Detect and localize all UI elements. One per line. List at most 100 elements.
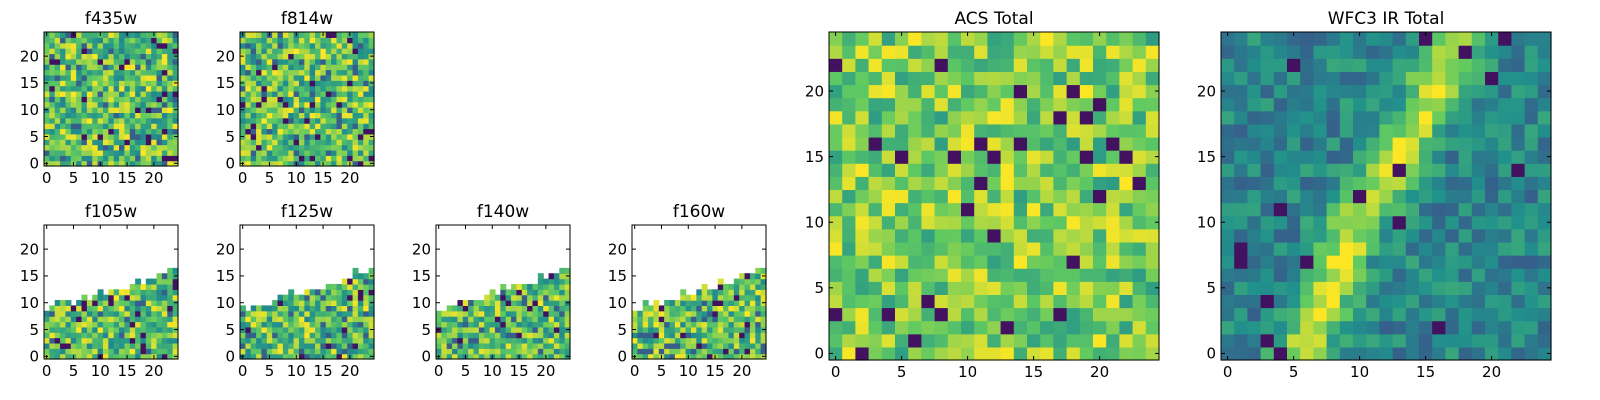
- heatmap-cell: [974, 45, 988, 59]
- heatmap-cell: [505, 310, 512, 317]
- heatmap-cell: [696, 310, 703, 317]
- heatmap-cell: [298, 123, 305, 130]
- heatmap-cell: [282, 133, 289, 140]
- heatmap-cell: [245, 332, 252, 339]
- heatmap-cell: [908, 255, 922, 269]
- heatmap-cell: [277, 321, 284, 328]
- heatmap-cell: [140, 32, 147, 38]
- heatmap-cell: [908, 45, 922, 59]
- heatmap-cell: [521, 300, 528, 306]
- heatmap-cell: [1326, 215, 1341, 230]
- heatmap-cell: [119, 332, 125, 339]
- heatmap-cell: [298, 342, 305, 349]
- x-tick-label: 10: [287, 169, 306, 187]
- heatmap-cell: [172, 139, 179, 146]
- heatmap-cell: [532, 294, 539, 301]
- heatmap-cell: [1106, 215, 1120, 230]
- heatmap-cell: [1339, 123, 1354, 138]
- heatmap-cell: [119, 160, 125, 167]
- heatmap-cell: [272, 348, 279, 355]
- heatmap-cell: [1432, 255, 1446, 269]
- heatmap-cell: [1445, 189, 1460, 204]
- heatmap-cell: [341, 96, 348, 103]
- x-tick-label: 20: [732, 362, 751, 380]
- heatmap-cell: [151, 149, 158, 156]
- heatmap-cell: [653, 337, 660, 344]
- heatmap-cell: [76, 310, 83, 317]
- heatmap-cell: [65, 48, 72, 55]
- heatmap-cell: [1260, 241, 1275, 256]
- heatmap-cell: [108, 48, 115, 55]
- y-tick-label: 15: [216, 74, 235, 92]
- heatmap-cell: [65, 117, 72, 124]
- heatmap-cell: [167, 289, 174, 296]
- x-tick-label: 10: [1350, 363, 1369, 381]
- heatmap-cell: [987, 268, 1002, 282]
- heatmap-cell: [81, 149, 88, 156]
- panel-title: WFC3 IR Total: [1328, 9, 1445, 29]
- heatmap-cell: [161, 321, 168, 328]
- heatmap-cell: [336, 101, 343, 108]
- heatmap-cell: [1498, 110, 1512, 125]
- heatmap-cell: [49, 337, 56, 344]
- heatmap-cell: [855, 255, 870, 269]
- heatmap-cell: [65, 107, 72, 113]
- heatmap-cell: [553, 283, 560, 290]
- heatmap-cell: [368, 348, 375, 355]
- heatmap-cell: [1498, 84, 1512, 99]
- heatmap-cell: [272, 155, 279, 162]
- heatmap-cell: [947, 110, 962, 125]
- heatmap-cell: [156, 278, 163, 285]
- heatmap-cell: [974, 281, 988, 295]
- heatmap-cell: [145, 32, 152, 38]
- heatmap-cell: [49, 69, 56, 76]
- heatmap-cell: [161, 90, 168, 97]
- heatmap-cell: [1247, 84, 1262, 99]
- heatmap-cell: [102, 144, 109, 151]
- heatmap-cell: [331, 133, 338, 140]
- heatmap-cell: [119, 69, 125, 76]
- heatmap-cell: [1537, 45, 1552, 59]
- heatmap-cell: [86, 107, 93, 113]
- heatmap-cell: [537, 310, 544, 317]
- heatmap-cell: [49, 37, 56, 44]
- heatmap-cell: [341, 305, 348, 312]
- heatmap-cell: [240, 149, 246, 156]
- heatmap-cell: [712, 332, 719, 339]
- heatmap-cell: [70, 305, 77, 312]
- heatmap-cell: [298, 305, 305, 312]
- heatmap-cell: [119, 107, 125, 113]
- heatmap-cell: [288, 80, 295, 87]
- x-tick-label: 10: [91, 169, 110, 187]
- heatmap-cell: [842, 58, 856, 72]
- heatmap-cell: [707, 289, 713, 296]
- heatmap-cell: [65, 64, 72, 71]
- heatmap-cell: [347, 101, 354, 108]
- heatmap-cell: [987, 176, 1002, 191]
- heatmap-cell: [256, 90, 263, 97]
- heatmap-cell: [352, 283, 359, 290]
- panel-title: ACS Total: [954, 9, 1033, 29]
- heatmap-cell: [921, 97, 936, 112]
- heatmap-cell: [282, 321, 289, 328]
- y-tick-label: 5: [814, 279, 824, 297]
- heatmap-cell: [151, 69, 158, 76]
- heatmap-cell: [336, 107, 343, 113]
- heatmap-cell: [1079, 215, 1094, 230]
- heatmap-cell: [1013, 255, 1028, 269]
- heatmap-cell: [272, 316, 279, 323]
- heatmap-cell: [256, 58, 263, 65]
- heatmap-cell: [304, 48, 311, 55]
- heatmap-cell: [717, 353, 724, 360]
- heatmap-cell: [304, 337, 311, 344]
- heatmap-cell: [240, 332, 246, 339]
- heatmap-cell: [829, 71, 843, 86]
- heatmap-cell: [755, 321, 762, 328]
- heatmap-cell: [527, 326, 534, 333]
- heatmap-cell: [167, 348, 174, 355]
- heatmap-cell: [1287, 163, 1301, 177]
- heatmap-cell: [124, 69, 131, 76]
- heatmap-cell: [1366, 150, 1380, 164]
- heatmap-cell: [256, 53, 263, 60]
